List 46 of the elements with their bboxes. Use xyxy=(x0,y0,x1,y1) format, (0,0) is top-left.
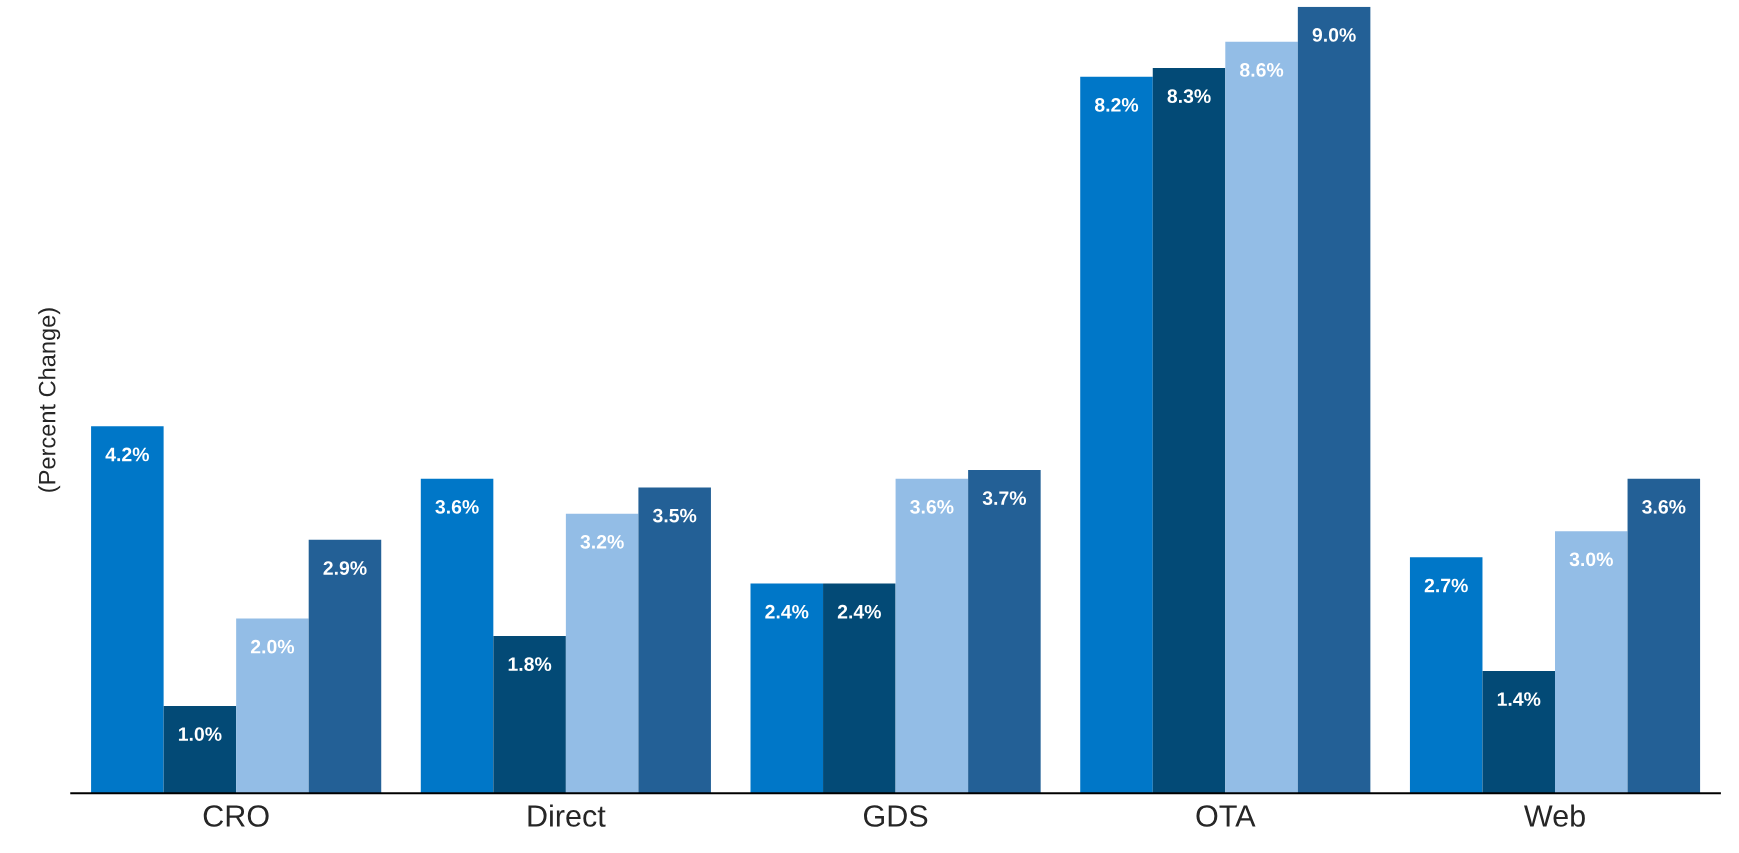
data-label: 2.7% xyxy=(1424,578,1468,593)
x-tick-label: GDS xyxy=(864,805,928,827)
data-label: 8.3% xyxy=(1167,89,1211,104)
bar xyxy=(968,469,1041,794)
y-axis-title: (Percent Change) xyxy=(38,308,61,492)
data-label: 1.4% xyxy=(1497,692,1541,706)
bar xyxy=(308,539,382,794)
bar xyxy=(823,583,896,794)
bar xyxy=(638,487,711,794)
x-tick-label: OTA xyxy=(1196,805,1256,827)
data-label: 3.0% xyxy=(1569,552,1613,567)
data-label: 8.2% xyxy=(1094,98,1139,112)
x-tick-label: CRO xyxy=(203,805,269,827)
bar xyxy=(895,478,969,794)
data-label: 3.7% xyxy=(982,491,1027,506)
bar xyxy=(493,636,566,794)
bar xyxy=(1627,478,1701,794)
bar xyxy=(91,426,164,794)
bar xyxy=(163,705,237,794)
data-label: 3.6% xyxy=(910,499,954,514)
data-label: 3.2% xyxy=(580,534,624,549)
data-label: 3.6% xyxy=(1642,499,1686,514)
data-label: 2.0% xyxy=(250,639,295,654)
bar xyxy=(236,618,309,794)
data-label: 4.2% xyxy=(105,447,149,462)
data-label: 2.4% xyxy=(837,604,881,619)
data-label: 8.6% xyxy=(1240,63,1284,77)
x-tick-label: Web xyxy=(1524,804,1585,827)
bar xyxy=(1555,531,1628,794)
data-label: 3.6% xyxy=(435,499,479,514)
bar xyxy=(565,513,639,794)
bar xyxy=(750,583,824,794)
bar xyxy=(1152,67,1226,794)
bar xyxy=(1080,76,1153,794)
data-label: 2.9% xyxy=(323,561,367,575)
bar xyxy=(420,478,494,794)
data-label: 3.5% xyxy=(652,508,697,523)
data-label: 1.8% xyxy=(508,657,552,672)
data-label: 2.4% xyxy=(765,604,809,619)
bar xyxy=(1409,557,1483,794)
bar xyxy=(1225,41,1298,794)
bar xyxy=(1297,6,1371,794)
data-label: 9.0% xyxy=(1312,28,1356,42)
x-tick-label: Direct xyxy=(528,804,606,827)
bar xyxy=(1482,670,1556,794)
data-label: 1.0% xyxy=(178,727,222,741)
